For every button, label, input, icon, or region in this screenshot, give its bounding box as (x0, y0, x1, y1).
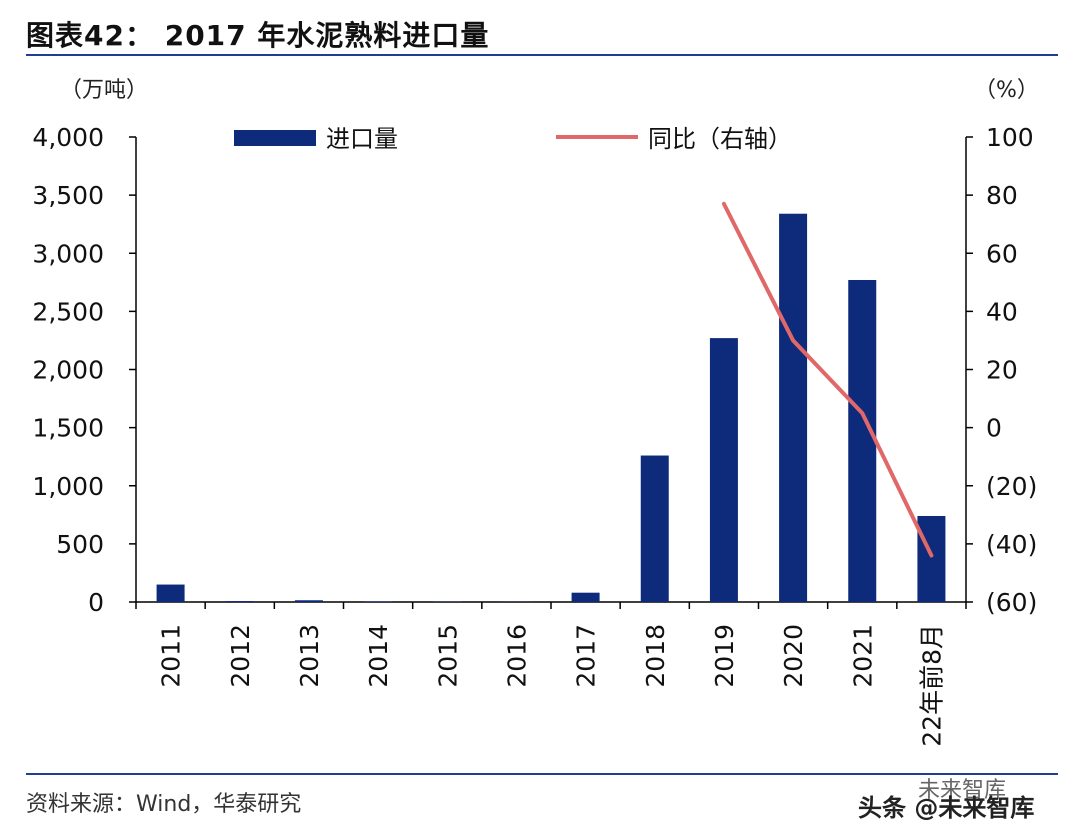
watermark-top: 未来智库 (918, 778, 1007, 803)
right-tick-label: 60 (986, 239, 1018, 268)
bar (848, 279, 877, 602)
legend-bar-label: 进口量 (326, 125, 398, 153)
x-tick-label: 2013 (295, 624, 324, 688)
bar (709, 338, 738, 602)
right-tick-label: (20) (986, 472, 1037, 501)
left-tick-label: 2,500 (32, 297, 104, 326)
left-tick-label: 0 (88, 588, 104, 617)
x-tick-label: 2014 (364, 624, 393, 688)
legend-bar-swatch (234, 130, 316, 146)
line-group (721, 201, 934, 558)
right-tick-label: 0 (986, 414, 1002, 443)
left-tick-label: 3,000 (32, 239, 104, 268)
bar (571, 592, 600, 602)
yoy-line (721, 201, 934, 558)
left-axis-unit: （万吨） (60, 78, 149, 103)
source-note: 资料来源：Wind，华泰研究 (26, 792, 302, 817)
footer-divider (26, 773, 1058, 775)
left-tick-label: 1,000 (32, 472, 104, 501)
x-tick-label: 2017 (572, 624, 601, 688)
right-tick-label: 100 (986, 123, 1034, 152)
axes-group: 0 500 1,000 1,500 2,000 2,500 3,000 3,500 4,000 (… (32, 123, 1037, 747)
bars-group (156, 213, 946, 602)
right-tick-label: 80 (986, 181, 1018, 210)
legend-line-label: 同比（右轴） (648, 125, 792, 153)
x-tick-label: 2020 (779, 624, 808, 688)
bar (364, 601, 393, 602)
chart-canvas: 0 500 1,000 1,500 2,000 2,500 3,000 3,500 4,000 (… (32, 123, 1037, 747)
bar (225, 601, 254, 602)
x-tick-label: 2011 (157, 624, 186, 688)
bar (640, 455, 669, 602)
right-tick-label: (60) (986, 588, 1037, 617)
left-tick-label: 4,000 (32, 123, 104, 152)
x-tick-label: 2015 (433, 624, 462, 688)
left-tick-label: 1,500 (32, 414, 104, 443)
left-tick-label: 500 (56, 530, 104, 559)
x-tick-label: 22年前8月 (917, 624, 946, 747)
right-tick-label: 40 (986, 297, 1018, 326)
bar (779, 213, 808, 602)
legend-group: 进口量 同比（右轴） (234, 125, 792, 153)
x-tick-label: 2016 (502, 624, 531, 688)
x-tick-label: 2018 (641, 624, 670, 688)
title-divider (26, 54, 1058, 56)
x-tick-label: 2021 (848, 624, 877, 688)
right-axis-unit: （%） (974, 78, 1039, 103)
left-tick-label: 3,500 (32, 181, 104, 210)
watermark: 头条 @未来智库 (858, 794, 1035, 822)
x-tick-label: 2019 (710, 624, 739, 688)
right-tick-label: (40) (986, 530, 1037, 559)
chart-title: 图表42： 2017 年水泥熟料进口量 (26, 19, 490, 52)
left-tick-label: 2,000 (32, 356, 104, 385)
bar (917, 515, 946, 602)
right-tick-label: 20 (986, 356, 1018, 385)
bar (156, 584, 185, 602)
x-tick-label: 2012 (226, 624, 255, 688)
bar (294, 600, 323, 602)
